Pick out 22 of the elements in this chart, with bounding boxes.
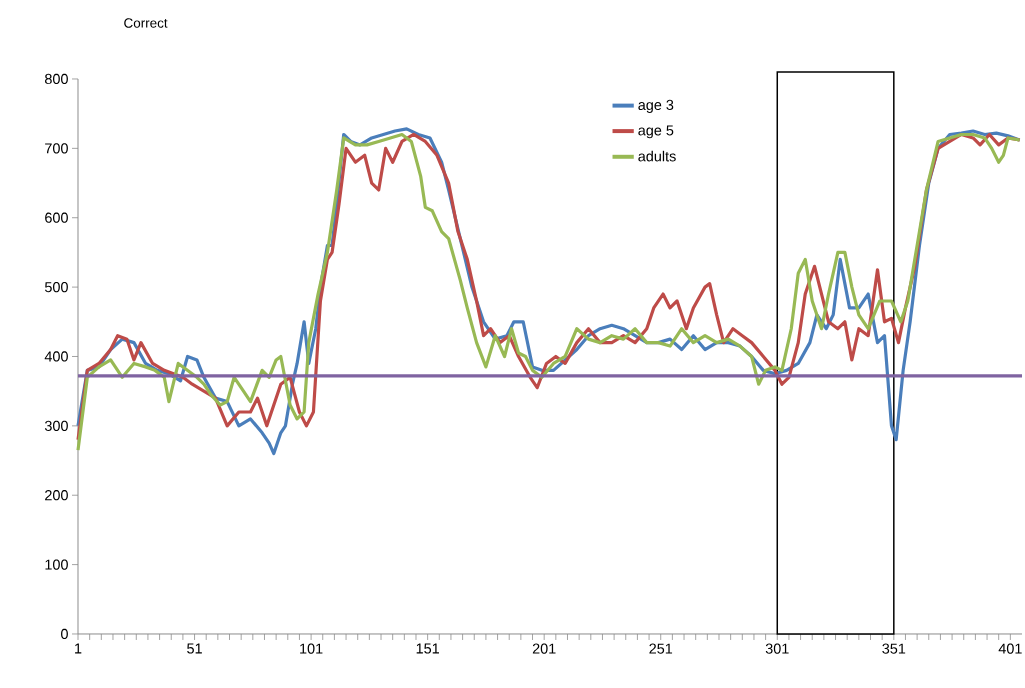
x-tick-label: 201 [532, 643, 556, 654]
x-tick-label: 101 [300, 643, 323, 654]
y-tick-label: 400 [44, 351, 68, 362]
y-tick-label: 0 [61, 628, 68, 640]
y-tick-label: 200 [45, 490, 68, 501]
x-tick-label: 401 [998, 643, 1022, 654]
chart-title: Correct [124, 18, 168, 28]
legend-label: adults [638, 150, 676, 162]
y-tick-label: 600 [45, 212, 68, 223]
y-tick-label: 300 [44, 420, 68, 431]
y-tick-label: 100 [45, 559, 68, 570]
x-tick-label: 251 [649, 643, 673, 654]
x-tick-label: 151 [416, 643, 439, 654]
x-tick-label: 51 [187, 643, 202, 654]
y-tick-label: 700 [45, 143, 68, 154]
y-tick-label: 500 [44, 281, 68, 293]
x-tick-label: 351 [882, 643, 906, 654]
legend-label: age 5 [638, 125, 674, 139]
y-tick-label: 800 [45, 73, 68, 85]
x-tick-label: 1 [75, 643, 82, 654]
legend-label: age 3 [638, 99, 674, 113]
x-tick-label: 301 [765, 643, 789, 654]
